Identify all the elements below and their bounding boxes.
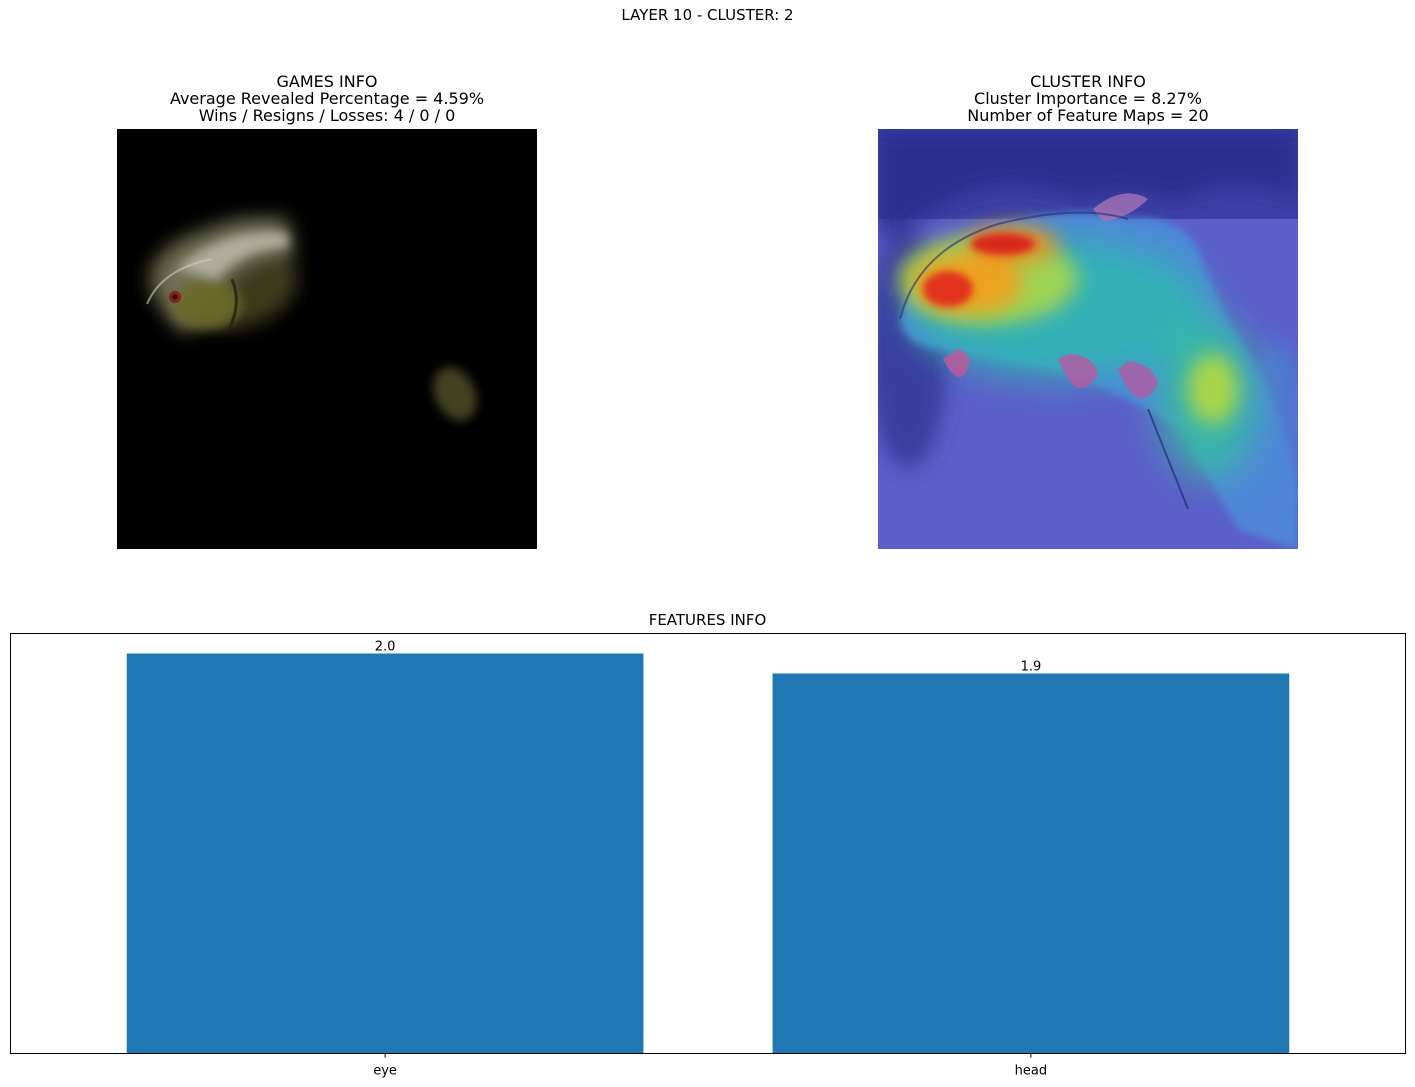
bar-eye: [126, 653, 644, 1054]
x-tick-label-eye: eye: [373, 1064, 397, 1079]
revealed-image: [117, 129, 537, 549]
features-info-title: FEATURES INFO: [648, 611, 767, 629]
number-of-feature-maps: Number of Feature Maps = 20: [967, 106, 1209, 125]
chart-frame: [10, 633, 1406, 1054]
bar-value-label-eye: 2.0: [375, 640, 396, 655]
cluster-importance: Cluster Importance = 8.27%: [974, 89, 1202, 108]
cluster-info-heading: CLUSTER INFO: [1030, 72, 1146, 91]
cluster-heatmap-image: [878, 129, 1298, 549]
cluster-info-title: CLUSTER INFO Cluster Importance = 8.27% …: [828, 73, 1348, 124]
x-tick-label-head: head: [1015, 1064, 1047, 1079]
games-info-heading: GAMES INFO: [276, 72, 378, 91]
bar-head: [772, 673, 1290, 1054]
average-revealed-percentage: Average Revealed Percentage = 4.59%: [169, 89, 485, 108]
wins-resigns-losses: Wins / Resigns / Losses: 4 / 0 / 0: [198, 106, 456, 125]
games-info-title: GAMES INFO Average Revealed Percentage =…: [67, 73, 587, 124]
figure-title: LAYER 10 - CLUSTER: 2: [621, 6, 794, 24]
bar-value-label-head: 1.9: [1021, 660, 1042, 675]
